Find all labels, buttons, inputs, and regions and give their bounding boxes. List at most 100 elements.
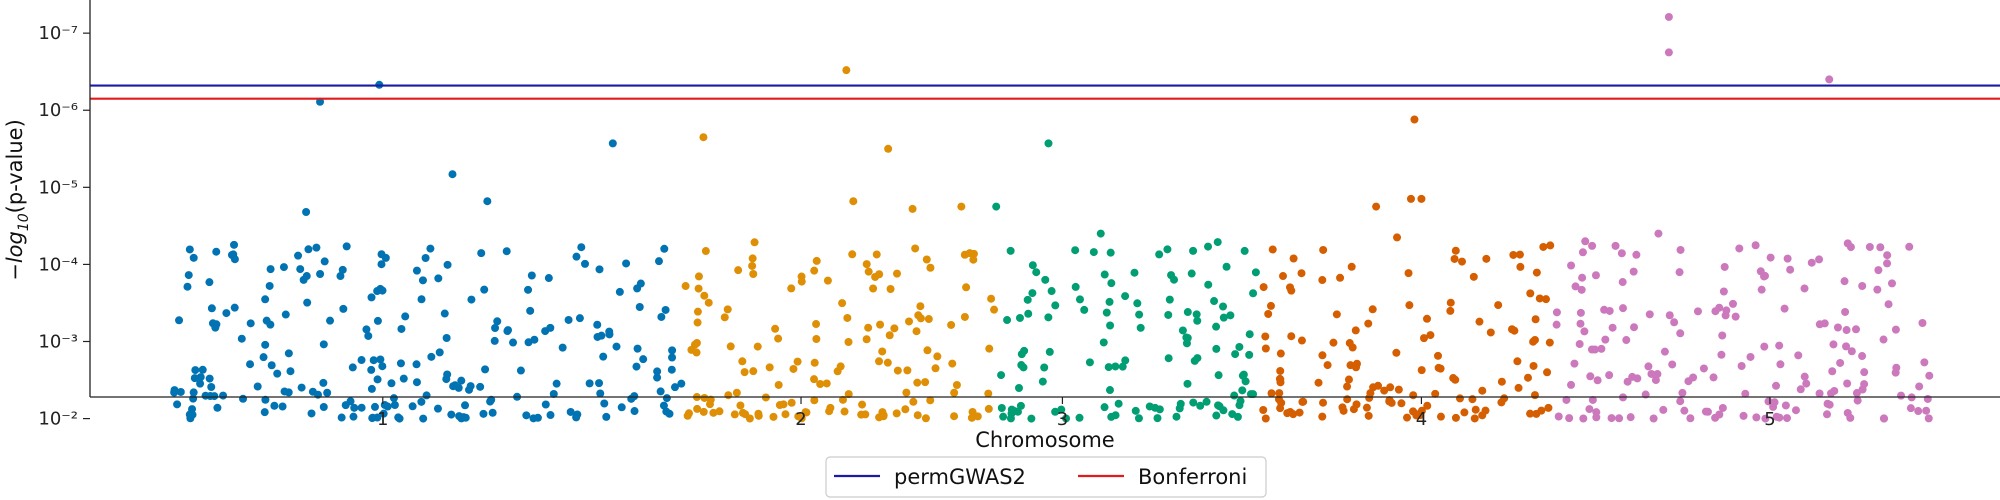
marker-chr4: [1261, 344, 1270, 353]
marker-chr5: [1883, 251, 1892, 260]
marker-chr2: [864, 267, 873, 276]
legend: permGWAS2 Bonferroni: [825, 456, 1267, 498]
marker-chr2: [793, 357, 802, 366]
marker-chr1: [558, 343, 567, 352]
marker-chr2: [771, 324, 780, 333]
marker-chr4: [1531, 315, 1540, 324]
marker-chr1: [261, 340, 270, 349]
marker-chr5: [1739, 411, 1748, 420]
marker-chr4: [1436, 412, 1445, 421]
marker-chr2: [923, 346, 932, 355]
marker-chr2: [736, 401, 745, 410]
marker-chr5: [1659, 405, 1668, 414]
marker-chr4: [1405, 301, 1414, 310]
marker-chr2: [843, 313, 852, 322]
marker-chr2: [812, 256, 821, 265]
marker-chr5: [1842, 342, 1851, 351]
marker-chr2: [781, 410, 790, 419]
marker-chr3: [1151, 403, 1160, 412]
marker-chr5: [1879, 335, 1888, 344]
marker-chr1: [670, 383, 679, 392]
marker-chr2: [893, 366, 902, 375]
marker-chr1: [185, 245, 194, 254]
marker-chr1: [185, 410, 194, 419]
marker-chr4: [1392, 348, 1401, 357]
marker-chr5: [1746, 352, 1755, 361]
marker-chr5: [1633, 374, 1642, 383]
marker-chr2: [732, 388, 741, 397]
marker-chr1: [477, 249, 486, 258]
marker-chr5: [1581, 237, 1590, 246]
marker-chr3: [1189, 398, 1198, 407]
marker-chr2: [905, 317, 914, 326]
marker-chr5: [1578, 248, 1587, 257]
marker-chr2: [734, 266, 743, 275]
marker-chr4: [1422, 314, 1431, 323]
marker-chr3: [1231, 350, 1240, 359]
marker-chr4: [1278, 272, 1287, 281]
marker-chr1: [595, 379, 604, 388]
marker-chr3: [1047, 287, 1056, 296]
x-tick-label: 1: [377, 409, 388, 430]
marker-chr4: [1450, 254, 1459, 263]
marker-chr5: [1629, 267, 1638, 276]
marker-chr4: [1404, 269, 1413, 278]
marker-chr1: [379, 409, 388, 418]
marker-chr4: [1451, 246, 1460, 255]
marker-chr4: [1526, 289, 1535, 298]
marker-chr4: [1397, 399, 1406, 408]
marker-chr2: [985, 344, 994, 353]
marker-chr2: [787, 398, 796, 407]
marker-chr2: [926, 263, 935, 272]
marker-chr5: [1571, 282, 1580, 291]
marker-chr2: [705, 400, 714, 409]
marker-chr4: [1394, 385, 1403, 394]
marker-chr5: [1552, 308, 1561, 317]
marker-chr2: [797, 414, 806, 423]
marker-chr2: [704, 298, 713, 307]
marker-chr2: [926, 396, 935, 405]
marker-chr4: [1266, 301, 1275, 310]
marker-chr1: [302, 207, 311, 216]
marker-chr1: [284, 388, 293, 397]
marker-chr2: [838, 395, 847, 404]
marker-chr4: [1419, 334, 1428, 343]
marker-chr4: [1478, 386, 1487, 395]
marker-chr5: [1676, 329, 1685, 338]
marker-chr1: [447, 410, 456, 419]
marker-chr5: [1769, 402, 1778, 411]
marker-chr3: [1226, 311, 1235, 320]
marker-chr1: [639, 355, 648, 364]
marker-chr5: [1664, 12, 1673, 21]
marker-chr1: [455, 412, 464, 421]
marker-chr5: [1794, 351, 1803, 360]
marker-chr5: [1897, 391, 1906, 400]
marker-chr1: [377, 250, 386, 259]
marker-chr2: [922, 255, 931, 264]
marker-chr1: [222, 309, 231, 318]
marker-chr1: [265, 281, 274, 290]
marker-chr4: [1546, 241, 1555, 250]
marker-chr3: [1003, 316, 1012, 325]
marker-chr5: [1876, 243, 1885, 252]
marker-chr4: [1329, 338, 1338, 347]
marker-chr1: [524, 285, 533, 294]
marker-chr4: [1295, 408, 1304, 417]
marker-chr2: [810, 358, 819, 367]
marker-chr3: [1196, 401, 1205, 410]
marker-chr3: [1106, 321, 1115, 330]
marker-chr1: [418, 276, 427, 285]
marker-chr1: [549, 389, 558, 398]
marker-chr1: [201, 391, 210, 400]
marker-chr4: [1469, 272, 1478, 281]
marker-chr2: [984, 389, 993, 398]
marker-chr1: [572, 252, 581, 261]
marker-chr4: [1515, 250, 1524, 259]
marker-chr1: [522, 411, 531, 420]
marker-chr4: [1259, 283, 1268, 292]
marker-chr3: [1189, 246, 1198, 255]
marker-chr3: [1164, 354, 1173, 363]
marker-chr2: [875, 357, 884, 366]
marker-chr1: [442, 333, 451, 342]
marker-chr1: [488, 408, 497, 417]
